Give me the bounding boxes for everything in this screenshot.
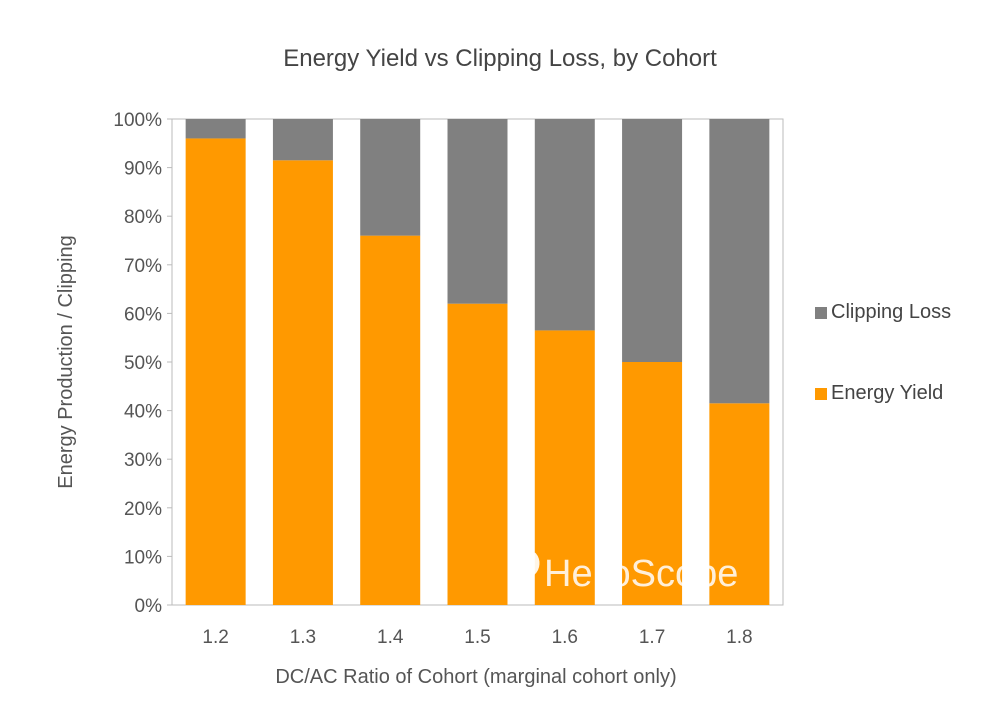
x-tick-label: 1.6: [552, 627, 578, 648]
y-tick-label: 100%: [113, 110, 162, 131]
x-axis-ticks: 1.2 1.3 1.4 1.5 1.6 1.7 1.8: [202, 627, 752, 648]
y-axis-ticks: 0% 10% 20% 30% 40% 50% 60% 70% 80% 90% 100%: [113, 110, 172, 617]
y-tick-label: 40%: [124, 402, 162, 423]
x-tick-label: 1.5: [464, 627, 490, 648]
x-tick-label: 1.3: [290, 627, 316, 648]
bar-energy-yield-1.4: [360, 235, 421, 605]
bar-energy-yield-1.7: [622, 362, 683, 605]
bar-clipping-loss-1.7: [622, 119, 683, 362]
y-tick-label: 60%: [124, 304, 162, 325]
y-tick-label: 0%: [135, 596, 163, 617]
x-axis-label: DC/AC Ratio of Cohort (marginal cohort o…: [275, 666, 676, 688]
bar-clipping-loss-1.4: [360, 119, 421, 236]
y-axis-label: Energy Production / Clipping: [55, 235, 77, 488]
y-tick-label: 90%: [124, 159, 162, 180]
y-tick-label: 10%: [124, 547, 162, 568]
legend: Clipping Loss Energy Yield: [815, 301, 951, 404]
y-tick-label: 50%: [124, 353, 162, 374]
bar-energy-yield-1.3: [272, 160, 333, 605]
bar-clipping-loss-1.2: [185, 119, 246, 139]
power-icon: [508, 544, 540, 579]
bar-clipping-loss-1.5: [447, 119, 508, 304]
bar-energy-yield-1.6: [534, 330, 595, 605]
legend-label-energy-yield: Energy Yield: [831, 382, 943, 404]
y-tick-label: 70%: [124, 256, 162, 277]
x-tick-label: 1.7: [639, 627, 665, 648]
bar-clipping-loss-1.3: [272, 119, 333, 161]
bar-clipping-loss-1.8: [709, 119, 770, 404]
plot-area: [171, 118, 784, 606]
legend-swatch-clipping-loss: [815, 307, 827, 319]
bar-clipping-loss-1.6: [534, 119, 595, 331]
watermark-logo: HelioScope: [508, 544, 738, 595]
legend-swatch-energy-yield: [815, 388, 827, 400]
bar-energy-yield-1.2: [185, 138, 246, 605]
bar-energy-yield-1.5: [447, 303, 508, 605]
watermark-text: HelioScope: [544, 553, 738, 595]
x-tick-label: 1.2: [202, 627, 228, 648]
x-tick-label: 1.8: [726, 627, 752, 648]
y-tick-label: 30%: [124, 450, 162, 471]
x-tick-label: 1.4: [377, 627, 404, 648]
y-tick-label: 20%: [124, 499, 162, 520]
legend-label-clipping-loss: Clipping Loss: [831, 301, 951, 323]
y-tick-label: 80%: [124, 207, 162, 228]
bar-energy-yield-1.8: [709, 403, 770, 605]
chart-title: Energy Yield vs Clipping Loss, by Cohort: [283, 45, 717, 72]
